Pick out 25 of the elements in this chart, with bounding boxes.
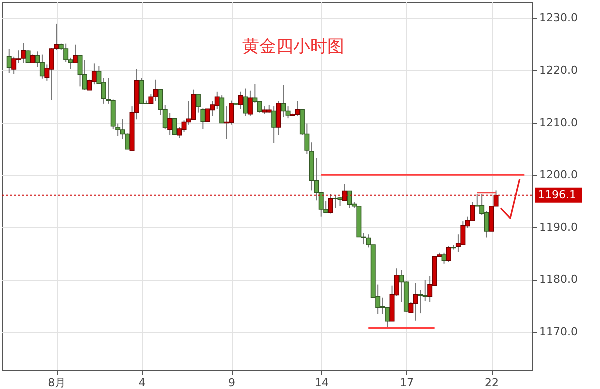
candlestick (333, 194, 338, 209)
candlestick (243, 88, 248, 117)
y-tick-label: 1190.0 (540, 220, 578, 234)
candlestick (272, 106, 277, 144)
x-tick-label: 14 (314, 376, 329, 389)
y-tick-label: 1230.0 (540, 12, 578, 25)
y-tick-label: 1220.0 (540, 64, 578, 77)
candlestick (6, 48, 12, 74)
candlestick (200, 108, 206, 130)
x-tick-label: 22 (485, 376, 500, 389)
x-tick-label: 4 (138, 376, 146, 389)
candlestick (26, 50, 31, 64)
candlestick (172, 118, 178, 136)
text: 黄金四小时图 (242, 37, 344, 57)
x-tick-label: 17 (400, 376, 414, 389)
y-tick-label: 1210.0 (540, 116, 578, 130)
ref-line-label: 1196.1 (538, 188, 576, 202)
x-tick-label: 9 (228, 376, 236, 389)
candlestick (446, 246, 452, 263)
candlestick (139, 78, 144, 104)
y-tick-label: 1200.0 (540, 168, 578, 182)
x-tick-label: 8月 (48, 376, 66, 389)
y-tick-label: 1170.0 (540, 325, 578, 338)
candlestick (442, 252, 447, 264)
y-tick-label: 1180.0 (540, 273, 578, 286)
